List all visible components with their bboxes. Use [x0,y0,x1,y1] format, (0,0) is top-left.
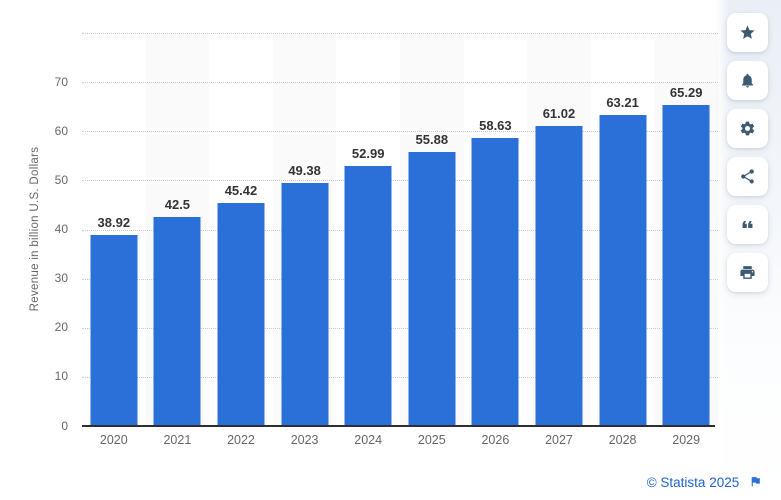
flag-icon [749,475,762,491]
y-tick-label: 20 [54,320,68,335]
bar-2021[interactable] [153,217,201,426]
bar-2022[interactable] [217,202,265,426]
bell-icon [739,72,756,89]
bar-2028[interactable] [599,115,647,426]
bar-value-label: 52.99 [351,145,385,161]
x-tick-label-2020: 2020 [99,433,128,447]
y-tick-label: 50 [54,172,68,187]
bar-column-2023: 49.38 [273,33,337,426]
bar-column-2029: 65.29 [654,33,718,426]
x-tick-label-2024: 2024 [354,433,383,447]
y-tick-label: 70 [54,74,68,89]
statista-credit-label: © Statista 2025 [646,475,740,490]
gridline [82,33,718,34]
print-button[interactable] [727,253,768,292]
gear-icon [739,120,756,137]
y-tick-label: 60 [54,123,68,138]
bar-column-2028: 63.21 [591,33,655,426]
bar-value-label: 65.29 [669,85,703,101]
share-button[interactable] [727,157,768,196]
bar-value-label: 55.88 [415,131,449,147]
bar-value-label: 45.42 [224,182,258,198]
x-tick-label-2029: 2029 [672,433,701,447]
bar-column-2021: 42.5 [146,33,210,426]
plot-area: 38.92 42.5 45.42 49.38 52.99 55.88 58.63 61.02 6… [82,33,718,426]
cite-button[interactable] [727,205,768,244]
x-tick-label-2022: 2022 [227,433,255,447]
x-tick-label-2025: 2025 [417,433,446,447]
bar-column-2024: 52.99 [336,33,400,426]
x-tick-label-2028: 2028 [608,433,637,447]
notifications-button[interactable] [727,61,768,100]
y-tick-label: 40 [54,222,68,236]
settings-button[interactable] [727,109,768,148]
bar-value-label: 42.5 [164,197,191,213]
bar-2026[interactable] [471,137,519,426]
x-tick-label-2026: 2026 [481,433,510,447]
gridline [82,131,718,133]
bar-column-2026: 58.63 [464,33,528,426]
y-tick-label: 10 [54,369,68,384]
gridline [82,180,718,182]
bar-2024[interactable] [344,165,392,426]
x-axis-line [82,425,715,427]
bar-value-label: 58.63 [479,117,512,133]
x-tick-label-2021: 2021 [163,433,192,447]
star-icon [739,24,756,41]
bar-2023[interactable] [281,183,329,426]
bar-2029[interactable] [662,105,710,426]
y-tick-label: 0 [61,418,68,433]
bar-2027[interactable] [535,126,583,426]
x-tick-label-2027: 2027 [545,433,573,447]
bar-value-label: 63.21 [606,95,639,111]
share-icon [739,168,756,185]
gridline [82,376,718,378]
bar-value-label: 61.02 [542,106,576,122]
bar-column-2022: 45.42 [209,33,273,426]
statista-credit[interactable]: © Statista 2025 [0,475,762,491]
favorite-button[interactable] [727,13,768,52]
bar-value-label: 38.92 [97,214,131,230]
bar-2025[interactable] [408,151,456,426]
bar-value-label: 49.38 [288,163,321,179]
gridline [82,327,718,329]
y-tick-label: 30 [54,271,68,286]
quote-icon [739,216,756,233]
gridline [82,82,718,84]
x-tick-label-2023: 2023 [290,433,319,447]
gridline [82,278,718,280]
printer-icon [739,264,756,281]
bar-column-2027: 61.02 [527,33,591,426]
bar-2020[interactable] [90,234,138,426]
bar-column-2020: 38.92 [82,33,146,426]
gridline [82,229,718,231]
bar-column-2025: 55.88 [400,33,464,426]
